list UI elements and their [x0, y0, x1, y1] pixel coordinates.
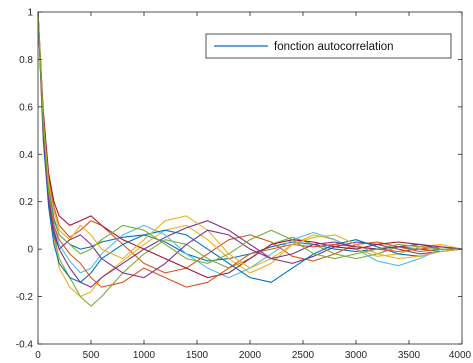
- x-tick-label: 4000: [449, 350, 472, 361]
- series-line-4: [38, 12, 462, 288]
- legend: fonction autocorrelation: [205, 33, 452, 59]
- x-tick-label: 2000: [239, 350, 262, 361]
- x-tick-label: 2500: [292, 350, 315, 361]
- y-axis: -0.4 -0.2 0 0.2 0.4 0.6 0.8 1: [16, 8, 462, 351]
- x-tick-label: 3000: [345, 350, 368, 361]
- y-tick-label: 0.2: [19, 197, 33, 208]
- y-tick-label: 1: [27, 8, 33, 19]
- series-line-5: [38, 12, 462, 307]
- series-line-10: [38, 12, 462, 269]
- y-tick-label: 0: [27, 245, 33, 256]
- y-tick-label: -0.4: [16, 340, 34, 351]
- series-line-11: [38, 12, 462, 279]
- series-line-8: [38, 12, 462, 283]
- x-tick-label: 500: [83, 350, 100, 361]
- x-tick-label: 0: [35, 350, 41, 361]
- legend-entry-label: fonction autocorrelation: [274, 41, 394, 53]
- x-tick-label: 1500: [186, 350, 209, 361]
- x-tick-label: 1000: [133, 350, 156, 361]
- series-line-12: [38, 12, 462, 264]
- y-tick-label: 0.6: [19, 102, 33, 113]
- y-tick-label: 0.8: [19, 55, 33, 66]
- y-tick-label: -0.2: [16, 292, 34, 303]
- x-axis: 0 500 1000 1500 2000 2500 3000 3500 4000: [35, 12, 472, 361]
- x-tick-label: 3500: [398, 350, 421, 361]
- y-tick-label: 0.4: [19, 150, 33, 161]
- series-layer: [38, 12, 462, 307]
